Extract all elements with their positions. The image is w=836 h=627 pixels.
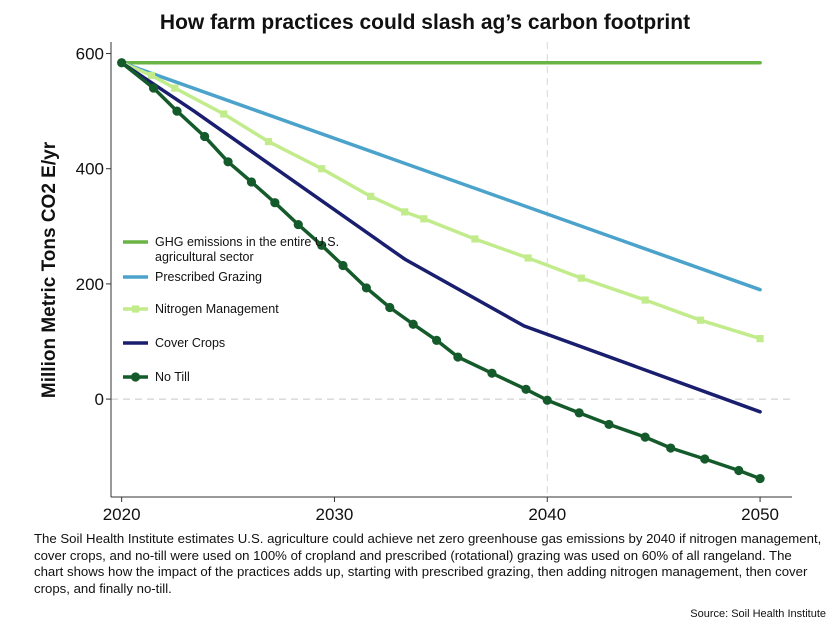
nitrogen-point <box>171 84 179 92</box>
no-till-point <box>361 283 371 293</box>
legend-marker <box>130 372 141 382</box>
no-till-point <box>521 384 531 394</box>
x-tick-label: 2020 <box>103 505 141 524</box>
no-till-point <box>270 198 280 208</box>
series-line-3 <box>119 60 762 341</box>
legend-label: GHG emissions in the entire U.S. agricult… <box>155 235 339 264</box>
nitrogen-point <box>756 335 764 343</box>
legend-label: Nitrogen Management <box>155 302 279 316</box>
no-till-point <box>200 131 210 142</box>
no-till-point <box>734 465 744 476</box>
nitrogen-point <box>696 316 705 324</box>
series-lines <box>117 58 765 484</box>
no-till-point <box>172 106 182 116</box>
y-tick-label: 200 <box>76 275 104 294</box>
series-line-2 <box>119 60 762 292</box>
axes: 600 400 200 0 2020 2030 2040 2050 Million Metric… <box>39 42 792 524</box>
series-line-4 <box>119 60 762 414</box>
x-tick-label: 2030 <box>316 505 354 524</box>
y-tick-label: 600 <box>76 45 104 64</box>
no-till-point <box>246 177 257 187</box>
legend-marker <box>131 305 140 313</box>
no-till-point <box>640 432 650 442</box>
legend-label: Cover Crops <box>155 336 225 350</box>
nitrogen-point <box>524 254 532 262</box>
no-till-point <box>453 352 463 362</box>
nitrogen-point <box>420 215 428 223</box>
x-tick-label: 2050 <box>741 505 779 524</box>
nitrogen-point <box>318 165 326 173</box>
legend-label: No Till <box>155 370 190 384</box>
nitrogen-point <box>367 192 375 200</box>
no-till-point <box>604 419 614 430</box>
legend: GHG emissions in the entire U.S. agricult… <box>123 235 339 384</box>
source-note: Source: Soil Health Institute <box>690 608 826 620</box>
no-till-point <box>432 335 442 345</box>
no-till-point <box>223 157 233 167</box>
no-till-point <box>755 473 765 484</box>
nitrogen-point <box>401 208 409 216</box>
nitrogen-point <box>641 296 649 304</box>
no-till-point <box>574 408 584 418</box>
nitrogen-point <box>264 138 273 146</box>
nitrogen-point <box>577 274 585 282</box>
no-till-point <box>408 319 418 329</box>
no-till-point <box>666 443 676 453</box>
no-till-point <box>700 454 710 464</box>
y-axis-label: Million Metric Tons CO2 E/yr <box>39 141 60 398</box>
reference-lines <box>111 42 792 497</box>
no-till-point <box>487 368 497 378</box>
no-till-point <box>293 219 303 230</box>
no-till-point <box>117 58 127 68</box>
no-till-point <box>542 395 552 405</box>
nitrogen-point <box>147 71 156 80</box>
no-till-point <box>385 302 395 313</box>
no-till-point <box>148 83 159 93</box>
x-tick-label: 2040 <box>528 505 566 524</box>
line-chart: 600 400 200 0 2020 2030 2040 2050 Million Metric… <box>39 42 792 524</box>
nitrogen-point <box>220 110 228 118</box>
chart-caption: The Soil Health Institute estimates U.S.… <box>34 531 822 596</box>
nitrogen-point <box>471 235 479 243</box>
legend-label: Prescribed Grazing <box>155 270 262 284</box>
y-tick-label: 0 <box>95 390 104 409</box>
chart-title: How farm practices could slash ag’s carb… <box>159 11 691 34</box>
no-till-point <box>317 240 327 250</box>
no-till-point <box>338 260 348 271</box>
y-tick-label: 400 <box>76 160 104 179</box>
